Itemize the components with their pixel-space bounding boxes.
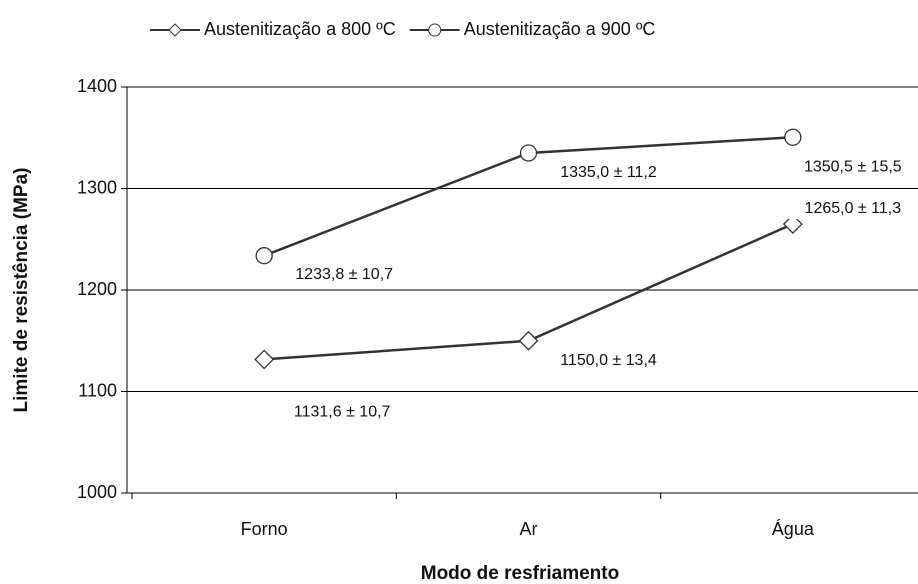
legend-marker: [168, 23, 182, 37]
data-label: 1233,8 ± 10,7: [295, 266, 393, 283]
data-label: 1265,0 ± 11,3: [805, 200, 902, 217]
legend-label: Austenitização a 800 ºC: [204, 19, 396, 39]
label-bg: [782, 199, 918, 220]
label-bg: [538, 350, 679, 371]
label-bg: [538, 162, 679, 183]
data-label: 1335,0 ± 11,2: [560, 164, 657, 181]
marker: [784, 128, 802, 146]
x-tick-label: Água: [772, 519, 815, 539]
y-axis-title: Limite de resistência (MPa): [11, 168, 32, 413]
y-tick-label: 1000: [77, 482, 117, 502]
data-label: 1350,5 ± 15,5: [804, 158, 902, 175]
x-tick-label: Forno: [241, 519, 288, 539]
y-tick-label: 1400: [77, 76, 117, 96]
data-label: 1131,6 ± 10,7: [294, 404, 391, 421]
marker: [519, 144, 538, 162]
label-bg: [274, 264, 415, 285]
x-axis-title: Modo de resfriamento: [421, 563, 619, 584]
x-tick-label: Ar: [520, 519, 538, 539]
label-bg: [272, 402, 413, 423]
data-label: 1150,0 ± 13,4: [560, 352, 657, 369]
y-tick-label: 1200: [77, 279, 117, 299]
y-tick-label: 1100: [78, 380, 117, 400]
legend-marker: [428, 23, 442, 37]
marker: [782, 214, 803, 234]
y-tick-label: 1300: [77, 177, 117, 197]
label-bg: [782, 157, 918, 178]
legend-label: Austenitização a 900 ºC: [464, 19, 656, 39]
marker: [255, 247, 273, 265]
marker: [254, 349, 275, 370]
marker: [518, 330, 539, 351]
